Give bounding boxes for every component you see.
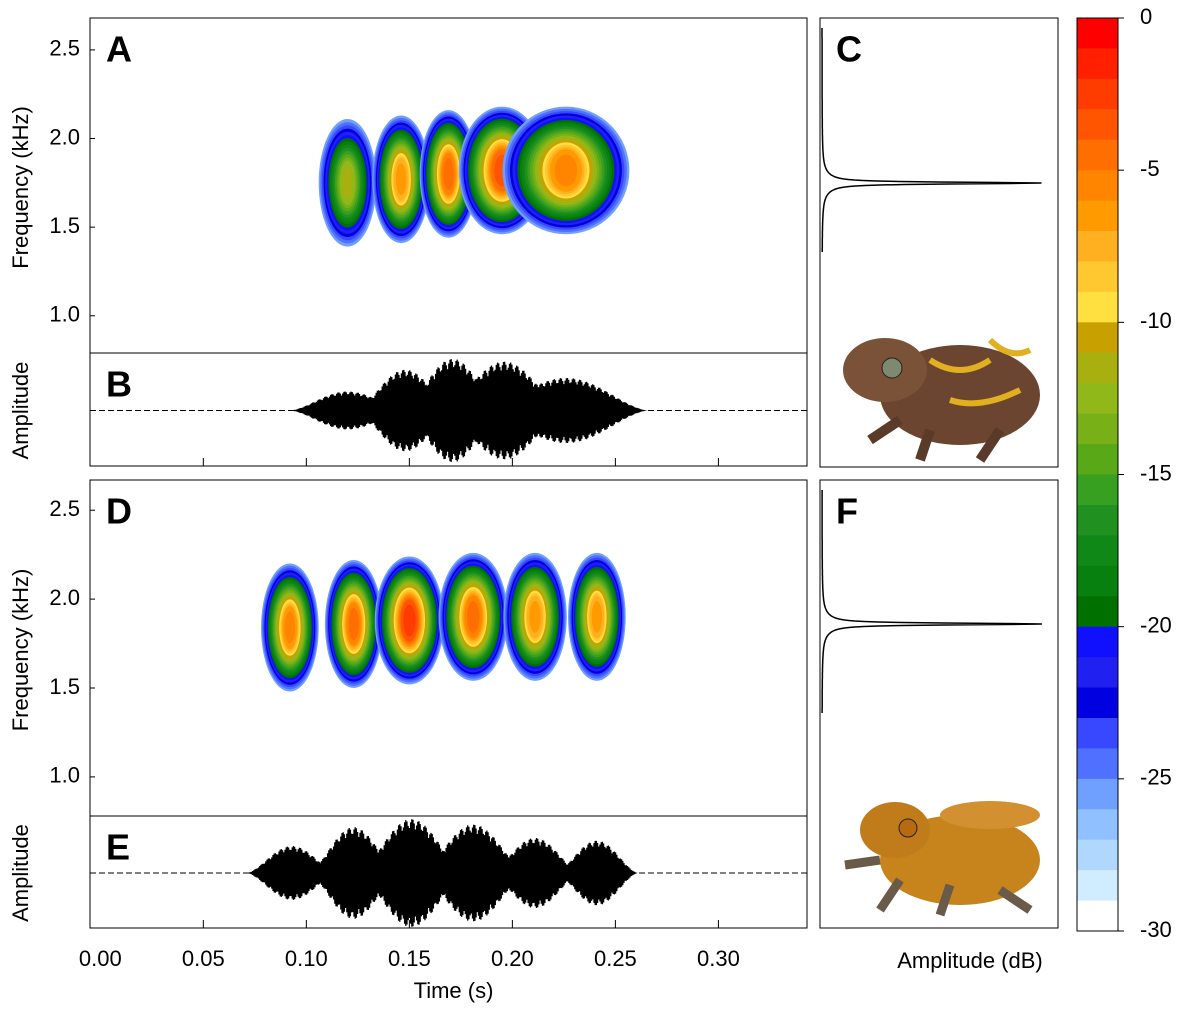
panel-label: B (106, 364, 132, 405)
y-tick-label: 1.5 (49, 674, 80, 699)
note-peak (591, 600, 602, 633)
note (372, 115, 430, 244)
colorbar-tick-label: 0 (1140, 4, 1152, 29)
colorbar-tick-label: -5 (1140, 156, 1160, 181)
note (318, 119, 377, 247)
note (503, 552, 567, 681)
panel-label: F (836, 491, 858, 532)
color-step (1077, 48, 1118, 80)
color-step (1077, 261, 1118, 293)
color-step (1077, 870, 1118, 902)
note-peak (443, 158, 454, 190)
x-tick-label: 0.05 (182, 946, 225, 971)
color-step (1077, 626, 1118, 658)
colorbar-tick-label: -25 (1140, 765, 1172, 790)
y-tick-label: 2.0 (49, 124, 80, 149)
y-axis-label: Frequency (kHz) (8, 569, 33, 732)
panel-frame (89, 815, 808, 929)
color-step (1077, 657, 1118, 689)
note-peak (467, 600, 480, 633)
note-peak (529, 600, 541, 633)
y-tick-label: 2.5 (49, 36, 80, 61)
colorbar-tick-label: -20 (1140, 612, 1172, 637)
panel-frame (819, 479, 1059, 929)
x-tick-label: 0.25 (594, 946, 637, 971)
panel-label: E (106, 827, 130, 868)
color-step (1077, 78, 1118, 110)
y-axis-label: Amplitude (8, 362, 33, 460)
y-tick-label: 1.0 (49, 763, 80, 788)
color-step (1077, 778, 1118, 810)
color-step (1077, 291, 1118, 323)
color-step (1077, 383, 1118, 415)
spectrum-line (821, 490, 1042, 713)
note-peak (395, 163, 407, 196)
colorbar-tick-label: -30 (1140, 917, 1172, 942)
y-tick-label: 2.5 (49, 496, 80, 521)
note (419, 110, 478, 238)
panel-frame (89, 352, 808, 467)
panel-label: D (106, 491, 132, 532)
color-step (1077, 322, 1118, 354)
note-peak (284, 611, 296, 644)
color-step (1077, 596, 1118, 628)
note (438, 552, 508, 681)
color-step (1077, 170, 1118, 202)
x-axis-label: Time (s) (414, 978, 494, 1003)
x-tick-label: 0.30 (697, 946, 740, 971)
waveform-note (484, 378, 648, 443)
y-axis-label: Frequency (kHz) (8, 106, 33, 269)
x-tick-label: 0.00 (79, 946, 122, 971)
color-step (1077, 900, 1118, 932)
note (324, 560, 383, 688)
color-step (1077, 444, 1118, 475)
color-step (1077, 504, 1118, 536)
note (502, 106, 630, 235)
panel-label: C (836, 29, 862, 70)
color-step (1077, 18, 1118, 49)
color-step (1077, 717, 1118, 749)
color-step (1077, 748, 1118, 780)
note-peak (342, 166, 353, 199)
x-tick-label: 0.15 (388, 946, 431, 971)
color-step (1077, 474, 1118, 506)
note-peak (554, 154, 578, 187)
color-step (1077, 565, 1118, 597)
frog-photo-c (843, 337, 1040, 463)
color-step (1077, 139, 1118, 171)
note (568, 552, 626, 681)
color-step (1077, 200, 1118, 232)
colorbar-tick-label: -10 (1140, 308, 1172, 333)
y-tick-label: 1.5 (49, 213, 80, 238)
y-axis-label: Amplitude (8, 824, 33, 922)
color-step (1077, 352, 1118, 384)
colorbar-tick-label: -15 (1140, 460, 1172, 485)
color-step (1077, 109, 1118, 141)
note-peak (348, 608, 359, 640)
color-step (1077, 809, 1118, 841)
frog-photo-f (844, 801, 1040, 917)
note-peak (403, 604, 416, 637)
color-step (1077, 839, 1118, 871)
waveform-note (556, 840, 638, 906)
x-tick-label: 0.10 (285, 946, 328, 971)
colorbar-label: Amplitude (dB) (897, 948, 1043, 973)
color-step (1077, 413, 1118, 445)
panel-frame (819, 17, 1059, 468)
panel-label: A (106, 29, 132, 70)
note (374, 556, 444, 685)
color-step (1077, 535, 1118, 567)
y-tick-label: 2.0 (49, 585, 80, 610)
y-tick-label: 1.0 (49, 302, 80, 327)
note (261, 563, 319, 692)
color-step (1077, 231, 1118, 262)
spectrum-line (821, 28, 1042, 252)
color-step (1077, 687, 1118, 719)
x-tick-label: 0.20 (491, 946, 534, 971)
